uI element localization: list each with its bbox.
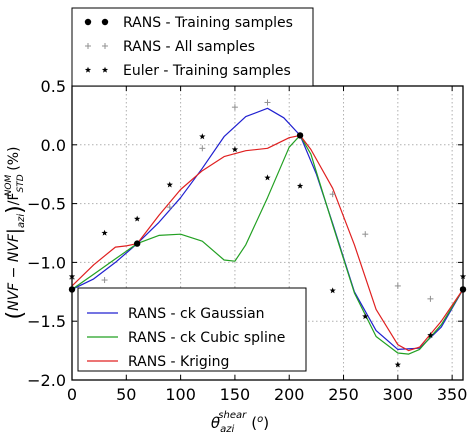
- ylabel-bar: |: [4, 228, 25, 234]
- legend-top-marker-a: [85, 43, 91, 49]
- legend-top-label: RANS - Training samples: [123, 15, 293, 31]
- legend-top-marker-a: [84, 66, 92, 73]
- legend-top: RANS - Training samples RANS - All sample…: [71, 7, 314, 87]
- rans-all-point: [427, 295, 434, 302]
- legend-bottom: RANS - ck Gaussian RANS - ck Cubic spline…: [77, 287, 307, 372]
- series-line-3: [72, 134, 463, 352]
- legend-bottom-label: RANS - ck Cubic spline: [128, 330, 285, 346]
- y-tick-label: −1.0: [27, 253, 66, 272]
- legend-top-label: Euler - Training samples: [123, 63, 291, 79]
- y-axis-label: (NVF − NVF|azi)/FSTDNOM (%): [3, 146, 28, 319]
- legend-top-marker-b: [102, 43, 108, 49]
- x-tick-label: 150: [220, 385, 251, 404]
- xlabel-theta: θ: [211, 414, 220, 432]
- y-tick-label: 0.0: [41, 136, 66, 155]
- legend-bottom-frame: [77, 287, 307, 372]
- rans-all-point: [231, 104, 238, 111]
- euler-training-point: [427, 332, 434, 338]
- euler-training-point: [329, 287, 336, 294]
- rans-all-point: [101, 277, 108, 284]
- marker-layer: [68, 99, 467, 368]
- euler-training-point: [296, 182, 304, 189]
- svg-text:θazishear(o): θazi shear (o): [211, 410, 269, 434]
- xlabel-azi-sub: azi: [220, 424, 234, 434]
- euler-training-point: [362, 313, 369, 320]
- x-tick-label: 50: [116, 385, 136, 404]
- rans-all-point: [264, 99, 271, 106]
- ylabel-slash: /F: [6, 192, 22, 205]
- xlabel-degree: o: [257, 414, 263, 425]
- x-tick-label: 0: [67, 385, 77, 404]
- ylabel-nom-sup: NOM: [4, 175, 14, 197]
- euler-training-point: [134, 215, 141, 222]
- rans-training-point: [133, 240, 141, 247]
- y-tick-label: −0.5: [27, 195, 66, 214]
- ylabel-unit: (%): [6, 146, 22, 170]
- xlabel-unit-close: ): [263, 414, 269, 432]
- x-tick-label: 250: [328, 385, 359, 404]
- x-tick-label: 200: [274, 385, 305, 404]
- y-tick-label: 0.5: [41, 77, 66, 96]
- series-layer: [72, 107, 463, 355]
- xlabel-shear-sup: shear: [218, 410, 247, 421]
- rans-all-point: [199, 145, 206, 152]
- y-tick-label: −2.0: [27, 371, 66, 390]
- series-line-2: [72, 134, 463, 355]
- ylabel-nvf: NVF − NVF: [6, 233, 22, 311]
- ylabel-open-paren: (: [3, 311, 28, 320]
- euler-training-point: [166, 181, 173, 188]
- xlabel-unit: (: [251, 414, 257, 432]
- euler-training-point: [101, 229, 108, 236]
- legend-bottom-label: RANS - ck Gaussian: [128, 306, 265, 322]
- rans-all-point: [166, 204, 173, 211]
- rans-training-point: [296, 132, 304, 139]
- x-axis-label: θazi shear (o): [211, 410, 269, 434]
- legend-top-frame: [71, 7, 314, 87]
- euler-training-point: [394, 361, 401, 368]
- legend-top-label: RANS - All samples: [123, 39, 255, 55]
- euler-training-point: [264, 174, 271, 181]
- euler-training-point: [199, 133, 206, 140]
- legend-bottom-label: RANS - Kriging: [128, 354, 229, 370]
- euler-training-point: [231, 146, 239, 153]
- legend-top-marker-a: [84, 18, 92, 26]
- ylabel-close-paren: ): [3, 205, 28, 214]
- legend-top-marker-b: [101, 66, 109, 73]
- ylabel-azi-sub: azi: [16, 214, 27, 228]
- svg-text:(NVF − NVF|azi)/FSTDNOM(%): (NVF − NVF|azi)/FSTDNOM (%): [3, 146, 28, 319]
- x-tick-label: 350: [437, 385, 468, 404]
- legend-top-marker-b: [101, 18, 109, 26]
- y-tick-label: −1.5: [27, 312, 66, 331]
- rans-all-point: [329, 191, 336, 198]
- x-tick-label: 300: [383, 385, 414, 404]
- rans-all-point: [394, 282, 401, 289]
- rans-all-point: [362, 231, 369, 238]
- x-tick-label: 100: [165, 385, 196, 404]
- ylabel-std-sub: STD: [16, 174, 26, 192]
- series-line-1: [72, 107, 463, 350]
- axis-ticks: 0 50 100 150 200 250 300 350 −2.0 −1.5 −1.0 −0.5 0.0…: [27, 77, 467, 404]
